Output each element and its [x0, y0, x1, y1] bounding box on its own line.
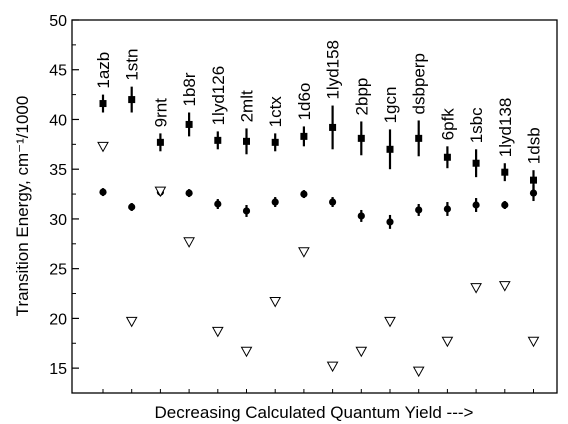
triangle-point [154, 186, 167, 198]
triangle-point [97, 141, 109, 153]
square-point [271, 138, 279, 146]
category-label: 1stn [123, 49, 142, 81]
circle-point [329, 198, 337, 206]
category-label: 1lyd138 [496, 98, 515, 158]
category-label: 2bpp [352, 78, 371, 116]
square-point [501, 168, 509, 176]
square-point [185, 120, 193, 128]
circle-point [357, 212, 365, 220]
square-point [415, 134, 423, 142]
y-tick-label: 20 [49, 311, 67, 328]
circle-point [214, 200, 222, 208]
category-label: 1sbc [467, 107, 486, 143]
square-point [128, 96, 136, 104]
y-tick-label: 25 [49, 262, 67, 279]
triangle-point [412, 366, 425, 378]
plot-frame [71, 19, 558, 394]
triangle-point [355, 346, 368, 358]
square-point [300, 132, 308, 140]
square-point [357, 134, 365, 142]
square-point [530, 176, 537, 184]
circle-point [99, 188, 107, 196]
triangle-point [384, 316, 396, 328]
circle-point [472, 201, 480, 209]
y-axis-label: Transition Energy, cm⁻¹/1000 [13, 96, 32, 317]
triangle-point [211, 326, 224, 338]
data-marks [97, 86, 540, 378]
y-tick-label: 15 [49, 361, 67, 378]
square-point [214, 136, 222, 144]
category-label: 6pfk [438, 108, 457, 141]
category-label: 1d6o [295, 83, 314, 121]
triangle-point [240, 346, 253, 358]
triangle-point [183, 237, 195, 248]
y-axis: 15 20 25 30 35 40 45 50 [49, 13, 534, 394]
y-tick-label: 35 [49, 162, 67, 179]
category-label: 1dsb [525, 127, 544, 164]
triangle-point [125, 316, 138, 328]
y-tick-label: 30 [49, 212, 67, 229]
triangle-point [527, 336, 540, 348]
square-point [329, 123, 337, 131]
category-label: 1gcn [381, 87, 400, 124]
category-label: 1lyd158 [324, 40, 343, 100]
circle-point [271, 198, 279, 206]
square-point [443, 153, 451, 161]
triangle-point [269, 296, 282, 308]
x-axis-label: Decreasing Calculated Quantum Yield ---> [155, 403, 474, 422]
category-label: 2mlt [238, 90, 257, 122]
circle-point [443, 205, 451, 213]
y-tick-label: 50 [49, 13, 67, 30]
square-point [99, 100, 107, 108]
triangle-point [298, 247, 310, 258]
category-label: dsbperp [410, 53, 429, 114]
category-label: 1azb [94, 52, 113, 89]
circle-point [128, 203, 136, 211]
category-label: 9rnt [151, 98, 170, 128]
circle-point [300, 190, 308, 198]
square-point [156, 138, 164, 146]
square-point [243, 137, 250, 145]
circle-point [386, 218, 394, 226]
circle-point [242, 207, 251, 215]
square-point [386, 145, 394, 153]
triangle-point [441, 336, 454, 348]
category-label: 1b8r [180, 72, 199, 106]
circle-point [501, 201, 509, 209]
y-tick-label: 45 [49, 63, 67, 80]
triangle-point [326, 361, 339, 373]
y-tick-label: 40 [49, 112, 67, 129]
category-label: 1ctx [266, 96, 285, 128]
square-point [472, 159, 480, 167]
category-label: 1lyd126 [209, 66, 228, 126]
triangle-point [470, 283, 482, 294]
circle-point [415, 206, 423, 214]
category-labels: 1azb 1stn 9rnt 1b8r 1lyd126 2mlt 1ctx 1d6o 1lyd1… [94, 40, 544, 164]
triangle-point [498, 281, 511, 292]
circle-point [185, 189, 193, 197]
circle-point [529, 189, 538, 197]
